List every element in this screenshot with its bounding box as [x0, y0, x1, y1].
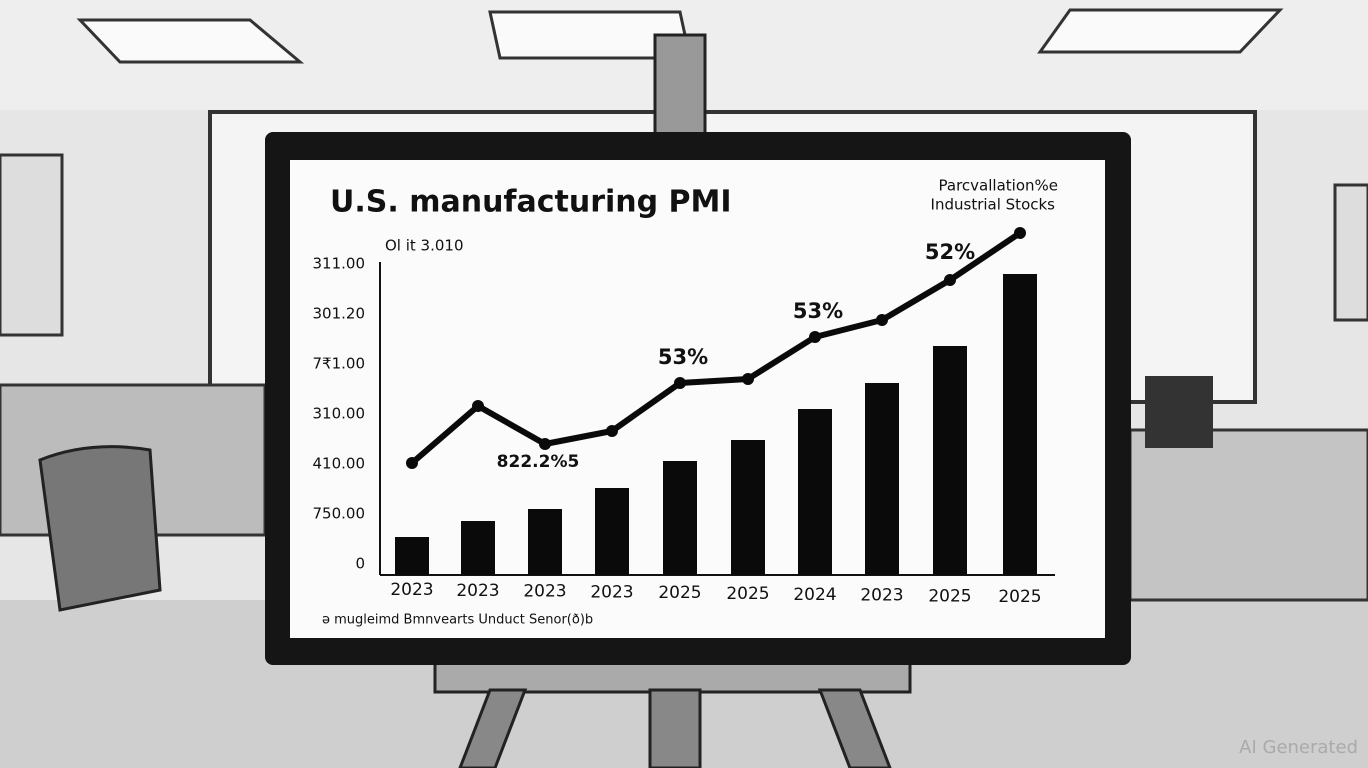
- bar: [798, 409, 832, 575]
- bar: [1003, 274, 1037, 575]
- easel-top: [653, 33, 707, 147]
- line: [410, 230, 1022, 466]
- y-tick-label: 750.00: [313, 505, 366, 523]
- y-tick-label: 311.00: [313, 255, 366, 273]
- line-point: [809, 331, 821, 343]
- annotation: 53%: [658, 345, 708, 369]
- y-tick-label: 410.00: [313, 455, 366, 473]
- chart-title: U.S. manufacturing PMI: [330, 185, 732, 220]
- x-tick-label: 2023: [590, 582, 633, 602]
- easel-ledge: [433, 658, 912, 694]
- line-point: [944, 274, 956, 286]
- bar: [528, 509, 562, 575]
- annotation: 822.2%5: [497, 452, 580, 472]
- watermark: AI Generated: [1239, 737, 1358, 758]
- ceiling-light: [1037, 8, 1284, 54]
- line-point: [539, 438, 551, 450]
- line-point: [742, 373, 754, 385]
- chart-subtitle: Ol it 3.010: [385, 237, 464, 255]
- x-tick-label: 2025: [658, 583, 701, 603]
- x-tick-label: 2023: [390, 580, 433, 600]
- line-point: [876, 314, 888, 326]
- x-tick-label: 2023: [523, 582, 566, 602]
- x-tick-label: 2023: [860, 586, 903, 606]
- ceiling-light: [76, 18, 305, 64]
- x-tick-label: 2025: [998, 587, 1041, 607]
- x-tick-label: 2023: [456, 581, 499, 601]
- line-point: [606, 425, 618, 437]
- line-point: [674, 377, 686, 389]
- bar: [865, 383, 899, 575]
- monitor: [1145, 376, 1213, 448]
- bar: [395, 537, 429, 575]
- wall-frame: [1333, 183, 1368, 322]
- y-tick-label: 301.20: [313, 305, 366, 323]
- y-tick-label: 7₹1.00: [313, 355, 366, 373]
- bar: [731, 440, 765, 575]
- y-tick-label: 0: [355, 555, 365, 573]
- bar: [461, 521, 495, 575]
- wall-frame: [0, 153, 64, 337]
- easel-leg: [817, 688, 892, 768]
- line-point: [1014, 227, 1026, 239]
- y-tick-label: 310.00: [313, 405, 366, 423]
- bar: [933, 346, 967, 575]
- bar: [595, 488, 629, 575]
- line-point: [406, 457, 418, 469]
- bar: [663, 461, 697, 575]
- easel-leg: [458, 688, 528, 768]
- legend-text: Industrial Stocks: [931, 196, 1056, 214]
- x-tick-label: 2025: [726, 584, 769, 604]
- desk: [1128, 428, 1368, 602]
- x-tick-label: 2024: [793, 585, 836, 605]
- line-point: [472, 400, 484, 412]
- legend-text: Parcvallation%e: [939, 177, 1058, 195]
- office-chair: [38, 445, 162, 612]
- easel-leg: [648, 688, 702, 768]
- footnote: ə mugleimd Bmnvearts Unduct Senor(ð)b: [322, 613, 593, 628]
- annotation: 52%: [925, 240, 975, 264]
- x-tick-label: 2025: [928, 586, 971, 606]
- annotation: 53%: [793, 299, 843, 323]
